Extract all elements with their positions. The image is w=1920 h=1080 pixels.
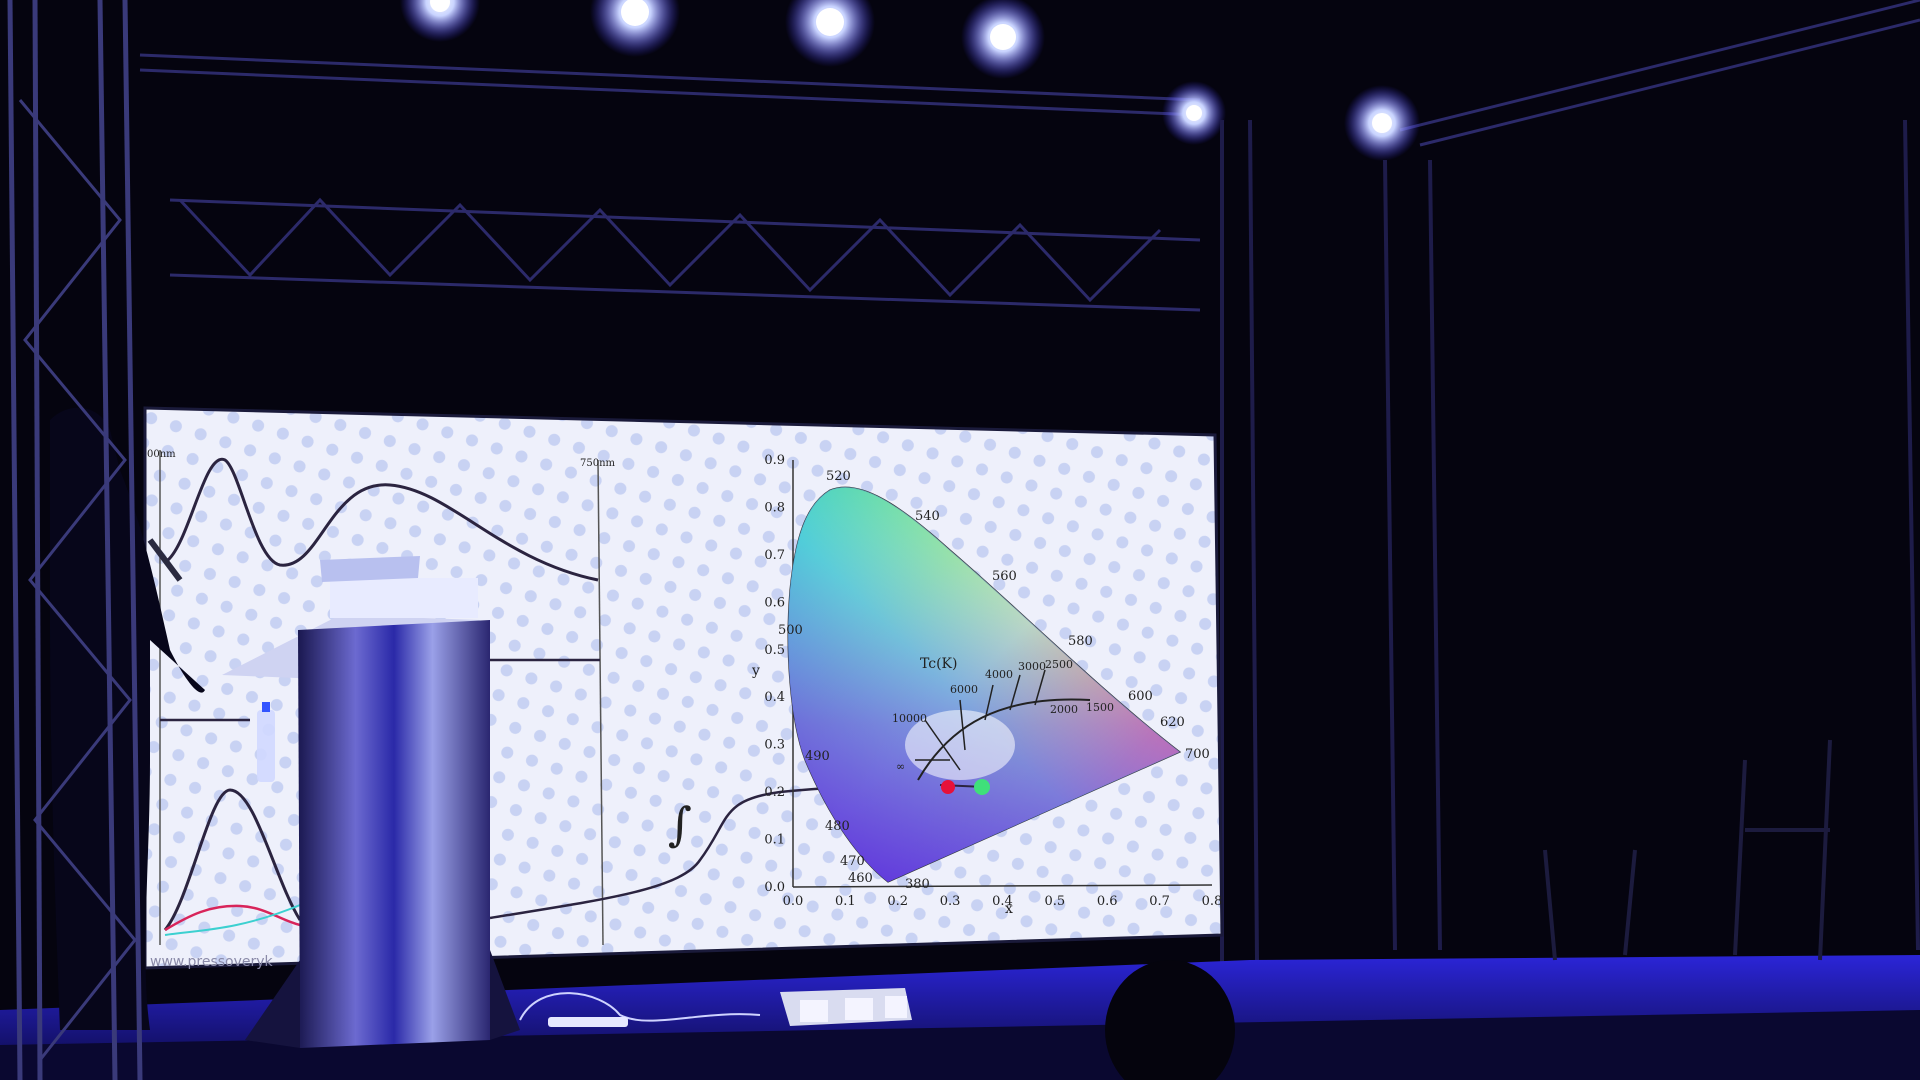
temperature-label: 4000 [985, 668, 1013, 681]
wavelength-label: 380 [905, 877, 930, 892]
green-point [974, 779, 990, 795]
x-tick-label: 0.3 [940, 894, 961, 909]
y-tick-label: 0.7 [764, 548, 785, 563]
y-tick-label: 0.5 [764, 643, 785, 658]
wavelength-label: 520 [826, 469, 851, 484]
wavelength-label: 620 [1160, 715, 1185, 730]
spectrum-cyan-curve [164, 904, 301, 936]
y-axis-label: y [751, 663, 760, 679]
y-tick-label: 0.0 [764, 880, 785, 895]
planckian-label: Tc(K) [920, 656, 957, 672]
x-tick-label: 0.4 [992, 894, 1013, 909]
watermark-text: www.pressoveryk [150, 954, 274, 970]
temperature-label: 2000 [1050, 703, 1078, 716]
x-tick-label: 0.1 [835, 894, 856, 909]
red-point [941, 780, 955, 794]
floor-equipment [519, 988, 912, 1027]
x-tick-label: 0.0 [783, 894, 804, 909]
side-truss-left [7, 0, 143, 1080]
chairs [1543, 739, 1832, 961]
wavelength-label: 460 [848, 871, 873, 886]
wavelength-label: 600 [1128, 689, 1153, 704]
wavelength-label: 470 [840, 854, 865, 869]
cie-chart: 0.0 0.1 0.2 0.3 0.4 0.5 0.6 0.7 0.8 0.0 0.1 0.2 0.3… [751, 453, 1222, 917]
spectrum-panel: 00nm 750nm www.pressoveryk [147, 449, 616, 970]
wavelength-label: 540 [915, 509, 940, 524]
temperature-label: 1500 [1086, 701, 1114, 714]
wavelength-label: 480 [825, 819, 850, 834]
y-tick-label: 0.8 [764, 500, 785, 515]
audience-head [1105, 960, 1235, 1080]
spectrum-end-label: 750nm [580, 458, 616, 469]
y-tick-label: 0.2 [764, 785, 785, 800]
stage-lights [400, 0, 1420, 161]
y-tick-label: 0.1 [764, 833, 785, 848]
wavelength-label: 580 [1068, 634, 1093, 649]
wavelength-label: 700 [1185, 747, 1210, 762]
spectrum-peak [163, 788, 302, 931]
y-tick-label: 0.4 [764, 690, 785, 705]
spectrum-start-label: 00nm [147, 449, 176, 460]
y-tick-label: 0.3 [764, 738, 785, 753]
wavelength-label: 560 [992, 569, 1017, 584]
planckian-locus [917, 698, 1091, 781]
y-tick-label: 0.9 [764, 453, 785, 468]
spectrum-red-curve [164, 904, 301, 932]
x-tick-label: 0.6 [1097, 894, 1118, 909]
presenter-silhouette [50, 407, 205, 1030]
x-axis-label: x [1005, 901, 1013, 917]
temperature-label: 10000 [892, 712, 927, 725]
x-tick-label: 0.8 [1202, 894, 1223, 909]
ceiling-truss [139, 0, 1920, 312]
isotherm-lines [915, 669, 1046, 771]
temperature-label: 3000 [1018, 660, 1046, 673]
spectrum-curve-top [166, 457, 599, 582]
temperature-label: ∞ [896, 760, 905, 773]
podium [222, 556, 520, 1048]
temperature-label: 6000 [950, 683, 978, 696]
integral-symbol: ∫ [668, 797, 692, 851]
y-tick-label: 0.6 [764, 595, 785, 610]
x-axis [792, 884, 1213, 888]
x-tick-label: 0.2 [887, 894, 908, 909]
temperature-label: 2500 [1045, 658, 1073, 671]
wavelength-label: 500 [778, 623, 803, 638]
wavelength-label: 490 [805, 749, 830, 764]
x-tick-label: 0.5 [1045, 894, 1066, 909]
x-tick-label: 0.7 [1149, 894, 1170, 909]
